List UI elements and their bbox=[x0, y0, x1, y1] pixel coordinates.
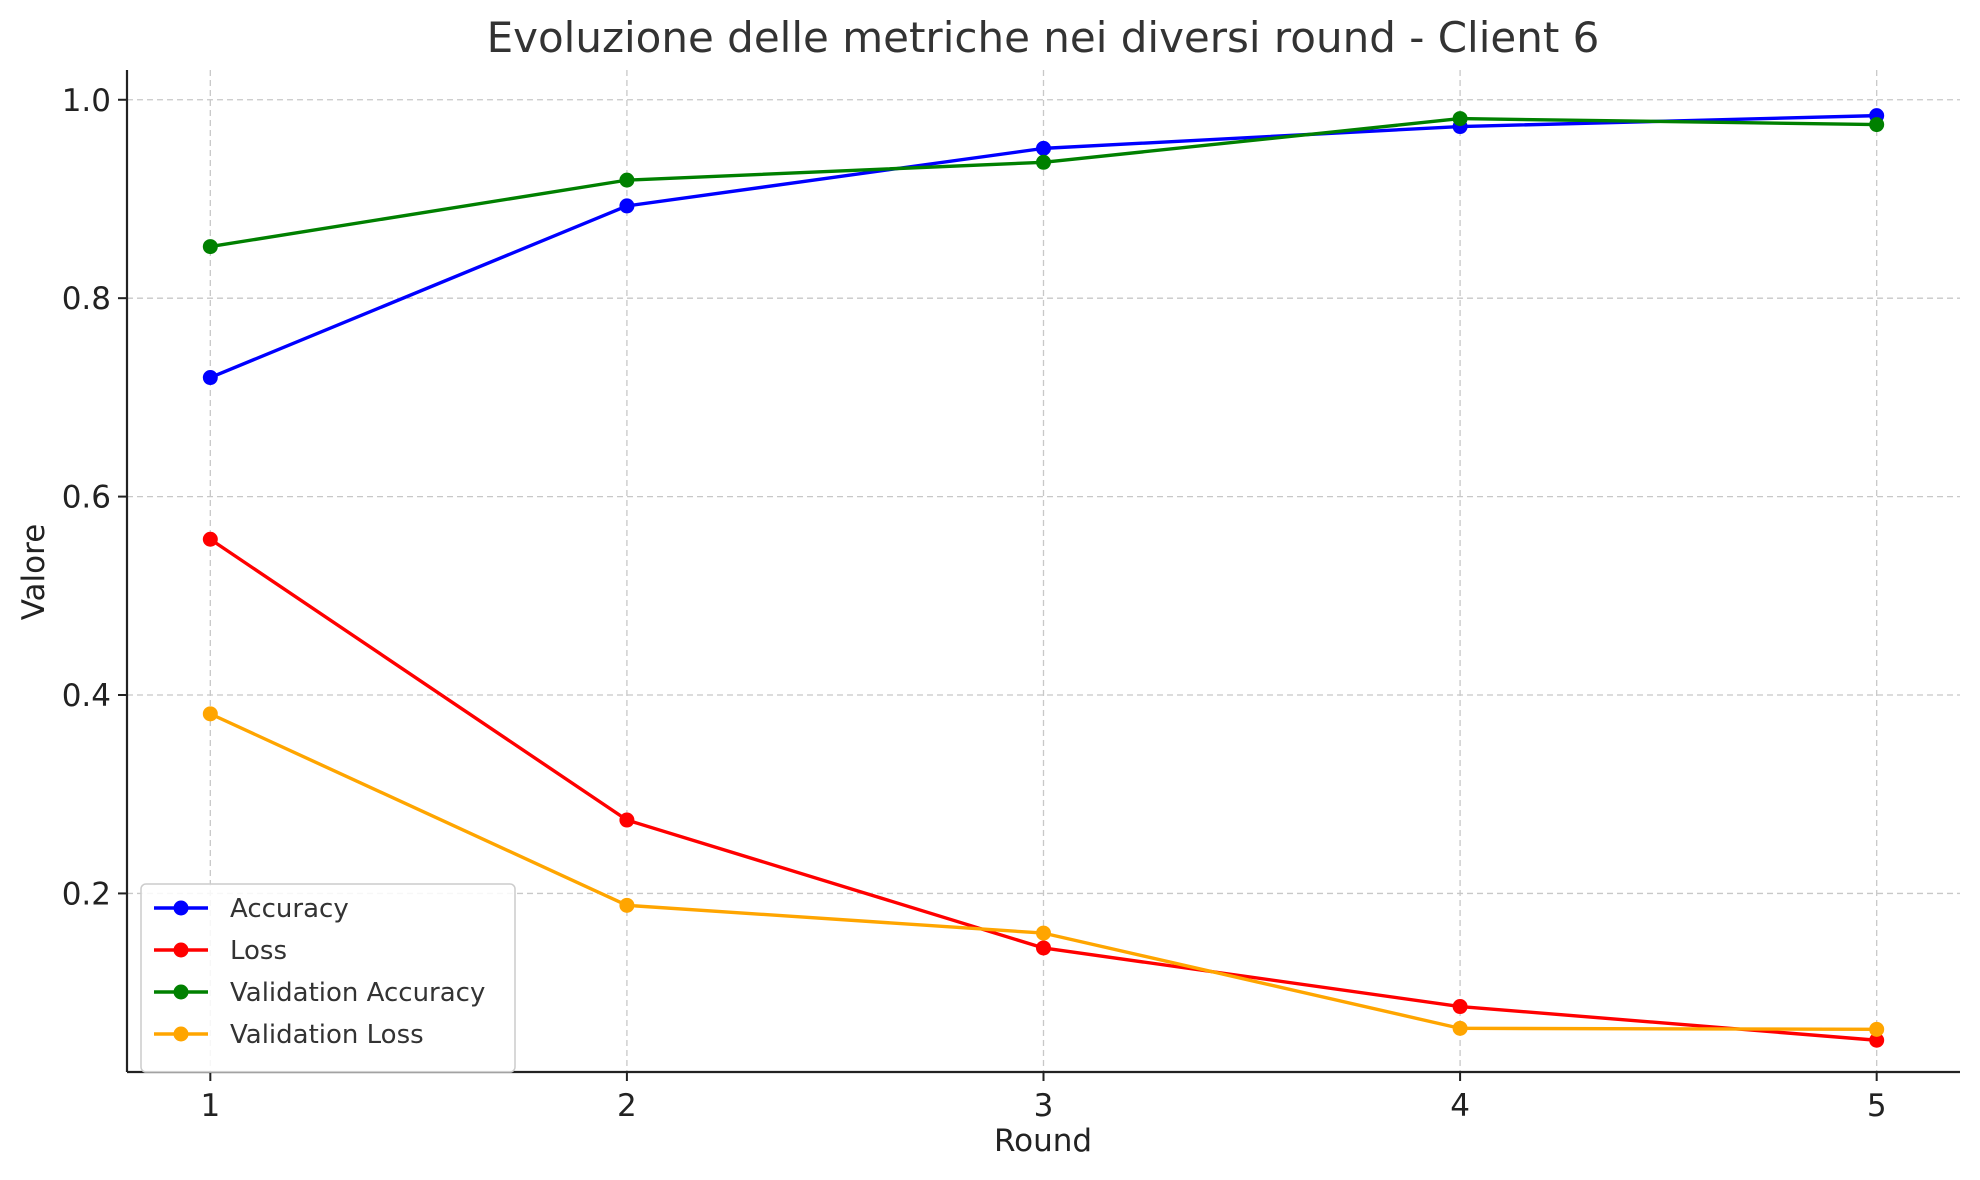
legend-item-loss: Loss bbox=[154, 936, 287, 966]
tick-labels: 1 2 3 4 5 0.2 0.4 0.6 0.8 1.0 bbox=[62, 83, 1887, 1124]
data-point-loss bbox=[619, 812, 635, 828]
data-point-validation-loss bbox=[1452, 1020, 1468, 1036]
legend-label: Validation Accuracy bbox=[230, 978, 485, 1008]
legend-item-accuracy: Accuracy bbox=[154, 894, 349, 924]
legend-swatch-marker bbox=[173, 942, 189, 958]
data-point-accuracy bbox=[1036, 140, 1051, 156]
legend-label: Validation Loss bbox=[230, 1020, 424, 1050]
x-tick-label: 1 bbox=[200, 1088, 220, 1124]
legend-item-validation-accuracy: Validation Accuracy bbox=[154, 978, 485, 1008]
y-tick-label: 0.8 bbox=[62, 281, 111, 317]
y-tick-label: 0.2 bbox=[62, 876, 111, 912]
data-point-accuracy bbox=[202, 370, 218, 386]
y-axis-label: Valore bbox=[16, 524, 52, 621]
data-point-validation-accuracy bbox=[619, 172, 635, 188]
legend-label: Loss bbox=[230, 936, 287, 966]
legend-swatch-marker bbox=[173, 984, 189, 1000]
y-tick-label: 0.4 bbox=[62, 678, 111, 714]
y-tick-label: 1.0 bbox=[62, 83, 111, 119]
y-tick-label: 0.6 bbox=[62, 480, 111, 516]
data-point-loss bbox=[202, 531, 218, 547]
data-point-loss bbox=[1036, 940, 1051, 956]
data-point-validation-loss bbox=[202, 706, 218, 722]
chart-title: Evoluzione delle metriche nei diversi ro… bbox=[487, 13, 1600, 62]
data-point-validation-loss bbox=[619, 897, 635, 913]
legend: Accuracy Loss Validation Accuracy Validatio… bbox=[140, 883, 516, 1073]
legend-swatch-marker bbox=[173, 900, 189, 916]
series-validation-loss bbox=[202, 706, 1885, 1037]
x-tick-label: 2 bbox=[617, 1088, 637, 1124]
legend-box bbox=[140, 883, 516, 1073]
data-point-loss bbox=[1452, 999, 1468, 1015]
data-point-validation-accuracy bbox=[1036, 154, 1051, 170]
legend-item-validation-loss: Validation Loss bbox=[154, 1020, 424, 1050]
series-validation-accuracy bbox=[202, 111, 1885, 255]
series-loss bbox=[202, 531, 1885, 1048]
data-point-accuracy bbox=[619, 198, 635, 214]
series-lines bbox=[202, 108, 1885, 1048]
x-tick-label: 5 bbox=[1867, 1088, 1887, 1124]
data-point-validation-accuracy bbox=[202, 239, 218, 255]
data-point-validation-loss bbox=[1036, 925, 1051, 941]
data-point-validation-loss bbox=[1869, 1021, 1885, 1037]
x-axis-label: Round bbox=[994, 1123, 1092, 1159]
legend-swatch-marker bbox=[173, 1026, 189, 1042]
legend-label: Accuracy bbox=[230, 894, 349, 924]
data-point-loss bbox=[1869, 1032, 1885, 1048]
data-point-validation-accuracy bbox=[1869, 117, 1885, 133]
x-tick-label: 3 bbox=[1034, 1088, 1054, 1124]
x-tick-label: 4 bbox=[1450, 1088, 1470, 1124]
data-point-validation-accuracy bbox=[1452, 111, 1468, 127]
